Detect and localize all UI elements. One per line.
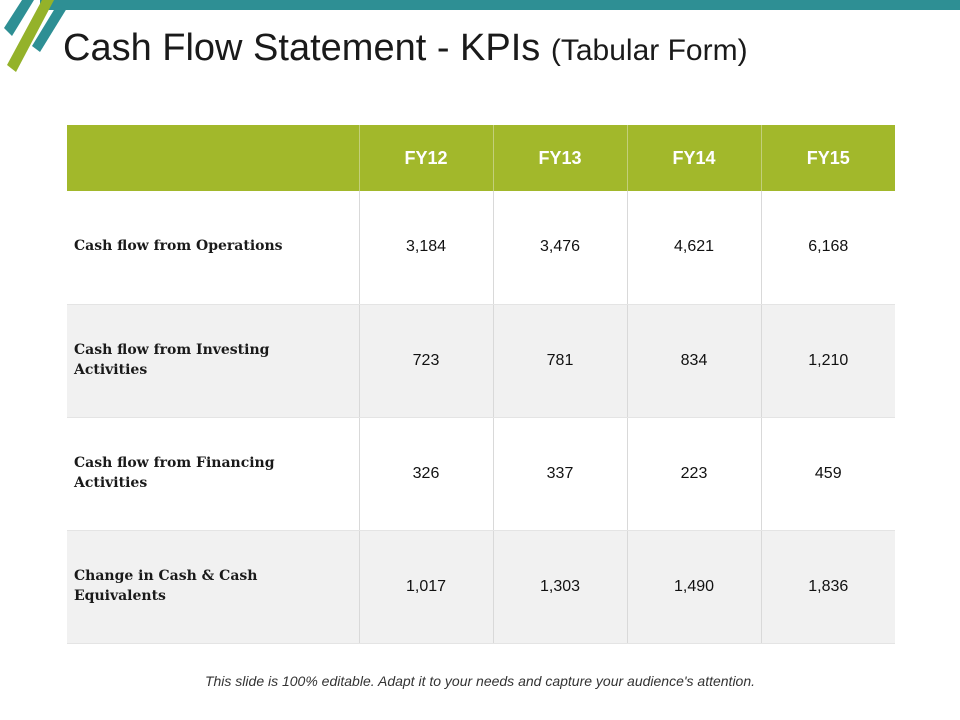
- table-cell: 723: [358, 304, 493, 418]
- row-label: Cash flow from Investing Activities: [67, 304, 359, 418]
- title-main: Cash Flow Statement - KPIs: [63, 27, 541, 69]
- table-row: Cash flow from Operations 3,184 3,476 4,…: [67, 191, 895, 305]
- kpi-table: FY12 FY13 FY14 FY15 Cash flow from Opera…: [67, 125, 895, 644]
- decorative-stripes: [4, 0, 72, 72]
- table-cell: 1,210: [760, 304, 895, 418]
- table-header-row: FY12 FY13 FY14 FY15: [67, 125, 895, 191]
- table-cell: 459: [760, 417, 895, 531]
- table-row: Change in Cash & Cash Equivalents 1,017 …: [67, 530, 895, 644]
- top-accent-bar: [40, 0, 960, 10]
- table-cell: 834: [626, 304, 761, 418]
- header-corner-cell: [67, 125, 359, 191]
- row-label: Cash flow from Operations: [67, 191, 359, 305]
- table-cell: 3,476: [492, 191, 627, 305]
- table-cell: 781: [492, 304, 627, 418]
- footer-note: This slide is 100% editable. Adapt it to…: [204, 673, 756, 689]
- column-header-fy13: FY13: [492, 125, 627, 191]
- column-header-fy12: FY12: [358, 125, 493, 191]
- table-cell: 223: [626, 417, 761, 531]
- row-label: Change in Cash & Cash Equivalents: [67, 530, 359, 644]
- table-cell: 337: [492, 417, 627, 531]
- table-row: Cash flow from Financing Activities 326 …: [67, 417, 895, 531]
- table-cell: 1,303: [492, 530, 627, 644]
- slide-title: Cash Flow Statement - KPIs (Tabular Form…: [63, 26, 748, 72]
- table-cell: 6,168: [760, 191, 895, 305]
- title-suffix: (Tabular Form): [550, 34, 748, 67]
- table-cell: 1,836: [760, 530, 895, 644]
- table-cell: 1,017: [358, 530, 493, 644]
- row-label: Cash flow from Financing Activities: [67, 417, 359, 531]
- table-cell: 1,490: [626, 530, 761, 644]
- column-header-fy14: FY14: [626, 125, 761, 191]
- table-row: Cash flow from Investing Activities 723 …: [67, 304, 895, 418]
- table-cell: 326: [358, 417, 493, 531]
- table-cell: 3,184: [358, 191, 493, 305]
- column-header-fy15: FY15: [760, 125, 895, 191]
- table-cell: 4,621: [626, 191, 761, 305]
